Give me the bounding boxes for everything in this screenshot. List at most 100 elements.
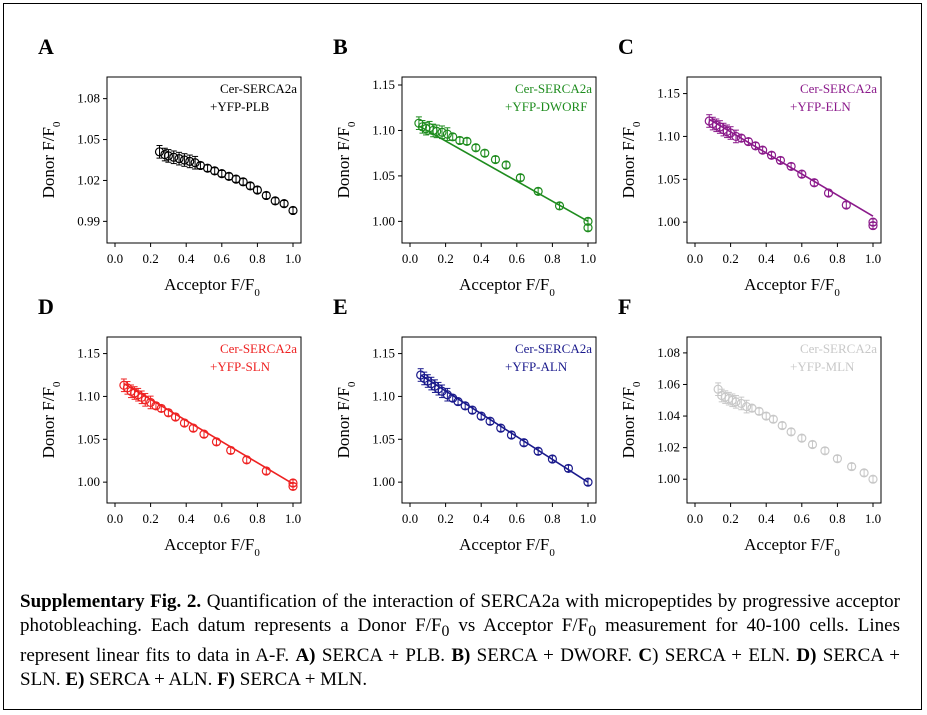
data-point: [179, 155, 190, 165]
data-point: [496, 423, 506, 433]
data-point: [288, 205, 298, 216]
data-point: [547, 454, 557, 464]
x-tick-label: 0.6: [214, 511, 231, 526]
data-point: [742, 401, 752, 412]
x-tick-label: 0.4: [758, 251, 775, 266]
y-axis-label: Donor F/F0: [39, 121, 63, 198]
y-tick-label: 1.02: [77, 172, 100, 187]
x-tick-label: 0.0: [687, 251, 703, 266]
data-point: [252, 185, 262, 195]
y-tick-label: 1.00: [372, 213, 395, 228]
panel-letter: A: [38, 34, 54, 59]
data-point: [188, 423, 198, 433]
x-tick-label: 0.0: [687, 511, 703, 526]
x-tick-label: 0.6: [214, 251, 231, 266]
figure-frame: [3, 3, 922, 710]
data-point: [471, 143, 481, 153]
legend-entry: Cer-SERCA2a: [220, 341, 297, 356]
x-tick-label: 1.0: [580, 511, 596, 526]
legend-entry: Cer-SERCA2a: [515, 341, 592, 356]
panel-e: E 0.0 0.2 0.4 0.6 0.8 1.0 1.00 1.05 1.10 1.15 Accep…: [315, 290, 615, 570]
y-axis-label: Donor F/F0: [619, 381, 643, 458]
x-tick-label: 0.4: [473, 251, 490, 266]
data-point: [448, 132, 458, 142]
caption-part-text: SERCA + DWORF.: [470, 644, 639, 666]
y-axis-label: Donor F/F0: [334, 381, 358, 458]
caption-part-label: C: [638, 644, 653, 666]
data-point: [583, 477, 593, 487]
caption-text: vs Acceptor F/F: [449, 615, 589, 636]
legend-entry: Cer-SERCA2a: [800, 341, 877, 356]
data-point: [583, 223, 593, 233]
y-tick-label: 1.10: [657, 128, 680, 143]
caption-part-label: A): [295, 644, 316, 666]
data-point: [533, 186, 543, 196]
data-point: [823, 188, 834, 198]
data-point: [736, 133, 746, 143]
x-tick-label: 0.8: [249, 251, 265, 266]
data-point: [515, 173, 525, 183]
data-point: [731, 397, 741, 407]
x-axis-label: Acceptor F/F0: [459, 535, 555, 559]
data-point: [485, 416, 495, 426]
plot-frame: [401, 76, 597, 244]
data-point: [480, 148, 490, 158]
data-point: [169, 152, 179, 162]
data-point: [563, 463, 574, 474]
y-tick-label: 0.99: [77, 213, 100, 228]
caption-part-label: D): [796, 644, 817, 666]
legend-entry: +YFP-MLN: [790, 359, 855, 374]
x-tick-label: 0.6: [509, 251, 526, 266]
legend-entry: Cer-SERCA2a: [220, 81, 297, 96]
x-tick-label: 0.4: [178, 511, 195, 526]
x-tick-label: 0.8: [829, 511, 845, 526]
data-point: [859, 468, 869, 478]
plot-frame: [106, 76, 302, 244]
data-point: [453, 396, 463, 407]
data-point: [185, 156, 195, 166]
caption-part-label: F): [217, 668, 236, 690]
plot-frame: [106, 336, 302, 504]
panel-d: D 0.0 0.2 0.4 0.6 0.8 1.0 1.00 1.05 1.10 1.15 Accep…: [20, 290, 320, 570]
panel-letter: F: [618, 294, 631, 319]
data-point: [199, 429, 209, 439]
data-point: [519, 438, 529, 448]
panel-letter: C: [618, 34, 634, 59]
x-tick-label: 1.0: [865, 251, 881, 266]
x-tick-label: 0.2: [142, 251, 158, 266]
data-point: [163, 408, 173, 418]
y-tick-label: 1.05: [372, 431, 395, 446]
y-tick-label: 1.08: [657, 345, 680, 360]
y-axis-label: Donor F/F0: [334, 121, 358, 198]
x-tick-label: 0.4: [473, 511, 490, 526]
data-point: [786, 427, 796, 437]
data-point: [768, 414, 778, 424]
y-tick-label: 1.10: [372, 388, 395, 403]
x-tick-label: 0.2: [722, 251, 738, 266]
caption-part-text: SERCA + PLB.: [315, 644, 452, 666]
data-point: [261, 466, 271, 476]
x-tick-label: 0.2: [142, 511, 158, 526]
y-tick-label: 1.10: [372, 122, 395, 137]
x-tick-label: 1.0: [285, 511, 301, 526]
x-tick-label: 0.0: [402, 511, 418, 526]
data-point: [807, 439, 818, 450]
x-tick-label: 0.0: [107, 511, 123, 526]
figure-caption: Supplementary Fig. 2. Quantification of …: [20, 590, 900, 692]
y-tick-label: 1.15: [77, 346, 100, 361]
data-point: [754, 406, 764, 416]
y-tick-label: 1.00: [372, 474, 395, 489]
x-axis-label: Acceptor F/F0: [164, 275, 260, 299]
data-point: [820, 446, 830, 456]
data-point: [279, 199, 289, 209]
x-tick-label: 0.8: [544, 511, 560, 526]
data-point: [797, 433, 807, 443]
fit-line: [418, 125, 589, 223]
y-tick-label: 1.05: [77, 132, 100, 147]
legend-entry: +YFP-PLB: [210, 99, 270, 114]
caption-part-text: SERCA + MLN.: [235, 668, 368, 690]
x-tick-label: 1.0: [580, 251, 596, 266]
data-point: [455, 135, 465, 146]
x-tick-label: 1.0: [865, 511, 881, 526]
data-point: [226, 445, 236, 456]
